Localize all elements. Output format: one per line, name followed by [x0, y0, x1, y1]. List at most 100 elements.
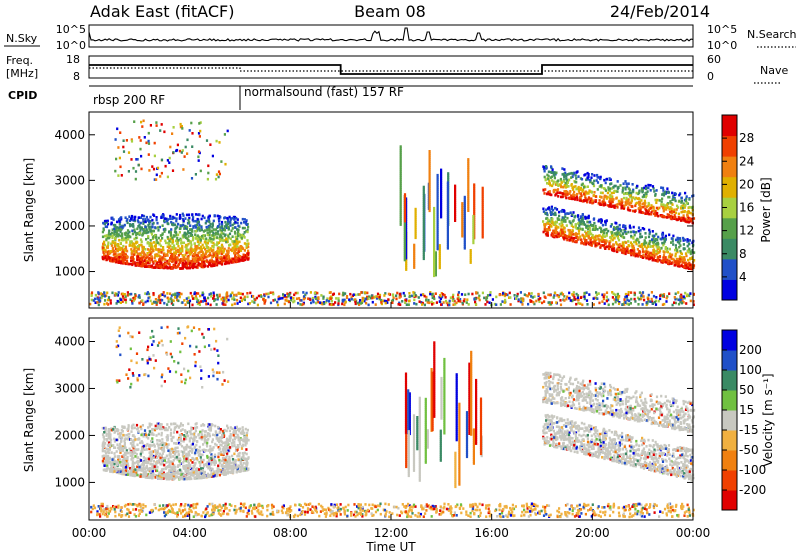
- data-cell: [577, 298, 580, 302]
- data-cell: [461, 224, 464, 228]
- data-cell: [542, 230, 545, 234]
- data-cell: [542, 167, 546, 171]
- data-cell: [674, 262, 677, 266]
- data-cell: [625, 182, 628, 186]
- data-cell: [108, 229, 111, 233]
- data-cell: [624, 227, 627, 230]
- data-cell: [399, 196, 402, 200]
- data-cell: [591, 224, 594, 227]
- data-cell: [414, 214, 417, 217]
- data-cell: [428, 170, 431, 174]
- data-cell: [473, 185, 476, 189]
- data-cell: [598, 203, 601, 206]
- data-cell: [184, 225, 187, 228]
- data-cell: [240, 299, 243, 302]
- data-cell: [484, 303, 487, 306]
- data-cell: [212, 245, 215, 249]
- data-cell: [405, 299, 408, 303]
- data-cell: [200, 217, 203, 221]
- data-cell: [572, 195, 575, 199]
- data-cell: [634, 240, 637, 244]
- data-cell: [666, 258, 669, 262]
- data-cell: [481, 209, 484, 212]
- data-cell: [269, 301, 273, 305]
- data-cell: [152, 229, 155, 233]
- data-cell: [680, 207, 683, 210]
- data-cell: [203, 240, 206, 244]
- freq-tick-bottom: 8: [73, 70, 80, 83]
- data-cell: [171, 255, 174, 258]
- data-cell: [472, 221, 475, 224]
- data-cell: [190, 121, 193, 125]
- data-cell: [136, 258, 139, 261]
- data-cell: [193, 253, 196, 256]
- data-cell: [182, 219, 185, 223]
- data-cell: [601, 293, 604, 297]
- data-cell: [610, 223, 613, 226]
- data-cell: [601, 203, 604, 206]
- data-cell: [576, 196, 579, 200]
- data-cell: [151, 246, 154, 249]
- data-cell: [216, 226, 219, 230]
- data-cell: [543, 192, 546, 195]
- data-cell: [168, 249, 171, 253]
- data-cell: [584, 242, 587, 246]
- data-cell: [205, 242, 208, 246]
- data-cell: [216, 241, 219, 244]
- data-cell: [398, 301, 401, 305]
- data-cell: [517, 298, 520, 301]
- data-cell: [678, 255, 681, 258]
- data-cell: [446, 222, 449, 225]
- data-cell: [116, 127, 119, 131]
- data-cell: [206, 231, 209, 234]
- data-cell: [489, 293, 492, 297]
- data-cell: [692, 303, 695, 306]
- data-cell: [226, 216, 229, 220]
- data-cell: [218, 215, 221, 218]
- data-cell: [521, 303, 524, 306]
- data-cell: [147, 296, 150, 300]
- data-cell: [666, 191, 669, 194]
- data-cell: [649, 245, 652, 248]
- data-cell: [163, 301, 166, 305]
- data-cell: [413, 262, 416, 265]
- data-cell: [113, 259, 116, 263]
- data-cell: [166, 303, 169, 306]
- data-cell: [193, 254, 196, 258]
- data-cell: [196, 240, 199, 243]
- data-cell: [624, 180, 627, 183]
- data-cell: [657, 207, 660, 211]
- data-cell: [603, 195, 606, 199]
- data-cell: [141, 214, 144, 217]
- data-cell: [211, 230, 214, 233]
- data-cell: [115, 302, 118, 305]
- data-cell: [414, 236, 417, 240]
- data-cell: [236, 237, 239, 240]
- data-cell: [446, 191, 449, 195]
- data-cell: [126, 261, 129, 265]
- data-cell: [184, 217, 187, 220]
- data-cell: [177, 239, 180, 242]
- data-cell: [224, 262, 227, 265]
- data-cell: [189, 291, 192, 295]
- data-cell: [178, 261, 181, 264]
- data-cell: [391, 301, 394, 304]
- data-cell: [591, 234, 594, 237]
- data-cell: [449, 296, 452, 299]
- data-cell: [192, 237, 195, 240]
- data-cell: [663, 251, 666, 254]
- data-cell: [602, 297, 605, 301]
- data-cell: [618, 301, 621, 304]
- data-cell: [428, 162, 431, 165]
- data-cell: [155, 265, 158, 268]
- data-cell: [216, 256, 219, 260]
- data-cell: [463, 201, 466, 205]
- data-cell: [571, 299, 574, 303]
- data-cell: [414, 220, 417, 223]
- data-cell: [332, 292, 335, 296]
- data-cell: [114, 252, 117, 255]
- data-cell: [691, 241, 694, 245]
- data-cell: [446, 240, 449, 244]
- data-cell: [220, 260, 223, 264]
- data-cell: [644, 201, 647, 205]
